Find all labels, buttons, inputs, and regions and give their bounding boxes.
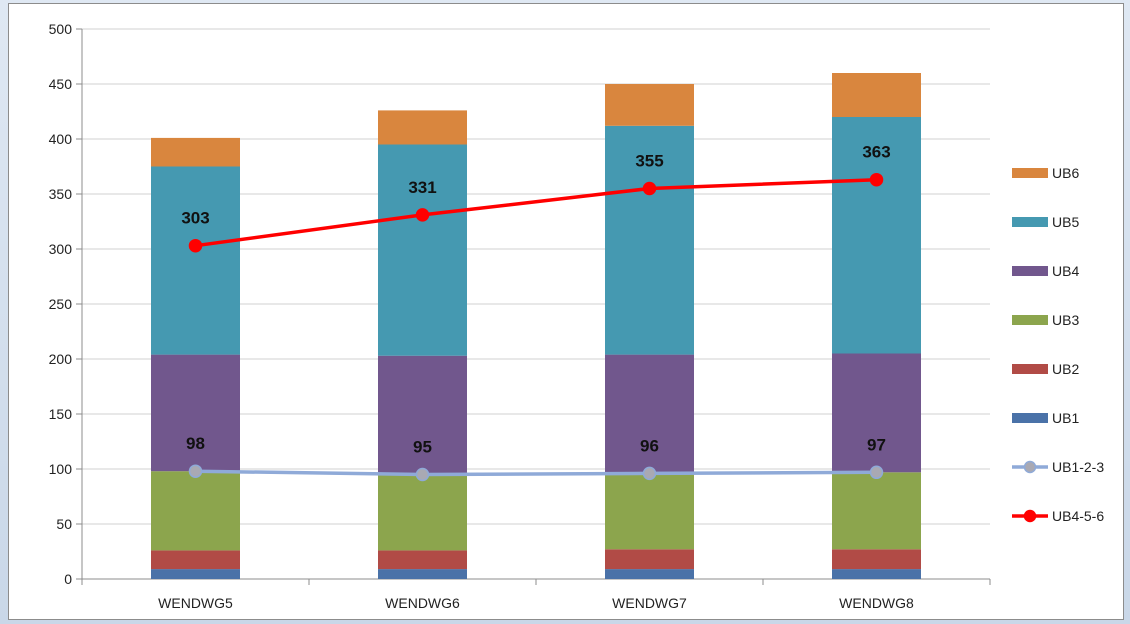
y-tick-label: 350 — [49, 186, 73, 202]
y-tick-label: 150 — [49, 406, 73, 422]
legend-label-ub1-2-3: UB1-2-3 — [1052, 459, 1104, 475]
x-tick-label: WENDWG7 — [612, 595, 687, 611]
legend-label-ub6: UB6 — [1052, 165, 1079, 181]
legend-swatch-ub6 — [1012, 168, 1048, 178]
series-point-ub4-5-6 — [869, 172, 884, 187]
y-tick-label: 250 — [49, 296, 73, 312]
bar-segment-ub6 — [832, 73, 921, 117]
stacked-bar-line-chart: 0 50 100 150 200 250 300 350 400 450 500 WENDWG5 WEN… — [49, 21, 1105, 611]
series-point-ub1-2-3 — [188, 464, 203, 478]
series-point-ub4-5-6 — [642, 181, 657, 196]
data-label-ub4-5-6: 303 — [181, 209, 209, 228]
y-tick-label: 100 — [49, 461, 73, 477]
y-tick-label: 300 — [49, 241, 73, 257]
series-point-ub4-5-6 — [415, 208, 430, 222]
data-label-ub1-2-3: 96 — [640, 436, 659, 455]
bar-segment-ub3 — [605, 473, 694, 550]
series-point-ub1-2-3 — [869, 465, 884, 480]
legend-swatch-ub2 — [1012, 364, 1048, 374]
bar-segment-ub4 — [151, 354, 240, 472]
y-tick-label: 50 — [56, 516, 72, 532]
y-tick-label: 400 — [49, 131, 73, 147]
bar-segment-ub6 — [151, 137, 240, 167]
bar-segment-ub2 — [832, 549, 921, 570]
bar-segment-ub2 — [151, 550, 240, 570]
legend-label-ub4: UB4 — [1052, 263, 1079, 279]
bar-segment-ub1 — [151, 569, 240, 579]
legend-label-ub4-5-6: UB4-5-6 — [1052, 508, 1104, 524]
bar-segment-ub3 — [832, 472, 921, 550]
bar-segment-ub3 — [378, 474, 467, 551]
legend-marker-ub1-2-3 — [1023, 460, 1037, 474]
bar-segment-ub1 — [605, 569, 694, 579]
legend-swatch-ub1 — [1012, 413, 1048, 423]
bar-segment-ub1 — [832, 569, 921, 579]
bar-segment-ub5 — [378, 144, 467, 356]
y-tick-label: 450 — [49, 76, 73, 92]
legend-swatch-ub4 — [1012, 266, 1048, 276]
series-point-ub4-5-6 — [188, 238, 203, 253]
y-tick-label: 200 — [49, 351, 73, 367]
data-label-ub4-5-6: 331 — [408, 178, 436, 197]
bar-segment-ub4 — [605, 354, 694, 474]
bar-segment-ub4 — [832, 353, 921, 473]
data-label-ub4-5-6: 363 — [862, 143, 890, 162]
x-tick-label: WENDWG6 — [385, 595, 460, 611]
bar-segment-ub5 — [151, 166, 240, 355]
x-tick-label: WENDWG5 — [158, 595, 233, 611]
x-tick-label: WENDWG8 — [839, 595, 914, 611]
bar-segment-ub4 — [378, 355, 467, 475]
bar-segment-ub2 — [378, 550, 467, 570]
data-label-ub1-2-3: 95 — [413, 438, 432, 457]
chart-area: 0 50 100 150 200 250 300 350 400 450 500 WENDWG5 WEN… — [8, 3, 1124, 620]
bar-segment-ub5 — [832, 117, 921, 354]
legend-label-ub5: UB5 — [1052, 214, 1079, 230]
data-label-ub1-2-3: 98 — [186, 434, 205, 453]
legend-marker-ub4-5-6 — [1023, 509, 1037, 523]
legend-label-ub3: UB3 — [1052, 312, 1079, 328]
bar-segment-ub6 — [378, 110, 467, 145]
series-point-ub1-2-3 — [642, 466, 657, 481]
bar-segment-ub3 — [151, 471, 240, 551]
series-point-ub1-2-3 — [415, 467, 430, 482]
y-tick-label: 0 — [64, 571, 72, 587]
legend-swatch-ub5 — [1012, 217, 1048, 227]
legend-swatch-ub3 — [1012, 315, 1048, 325]
data-label-ub1-2-3: 97 — [867, 435, 886, 454]
series-line-ub1-2-3 — [195, 469, 877, 477]
y-tick-label: 500 — [49, 21, 73, 37]
bar-segment-ub1 — [378, 569, 467, 579]
series-line-ub4-5-6 — [195, 177, 877, 248]
bar-segment-ub5 — [605, 125, 694, 355]
legend-label-ub2: UB2 — [1052, 361, 1079, 377]
data-label-ub4-5-6: 355 — [635, 152, 663, 171]
legend-label-ub1: UB1 — [1052, 410, 1079, 426]
bar-segment-ub2 — [605, 549, 694, 570]
bar-segment-ub6 — [605, 84, 694, 126]
